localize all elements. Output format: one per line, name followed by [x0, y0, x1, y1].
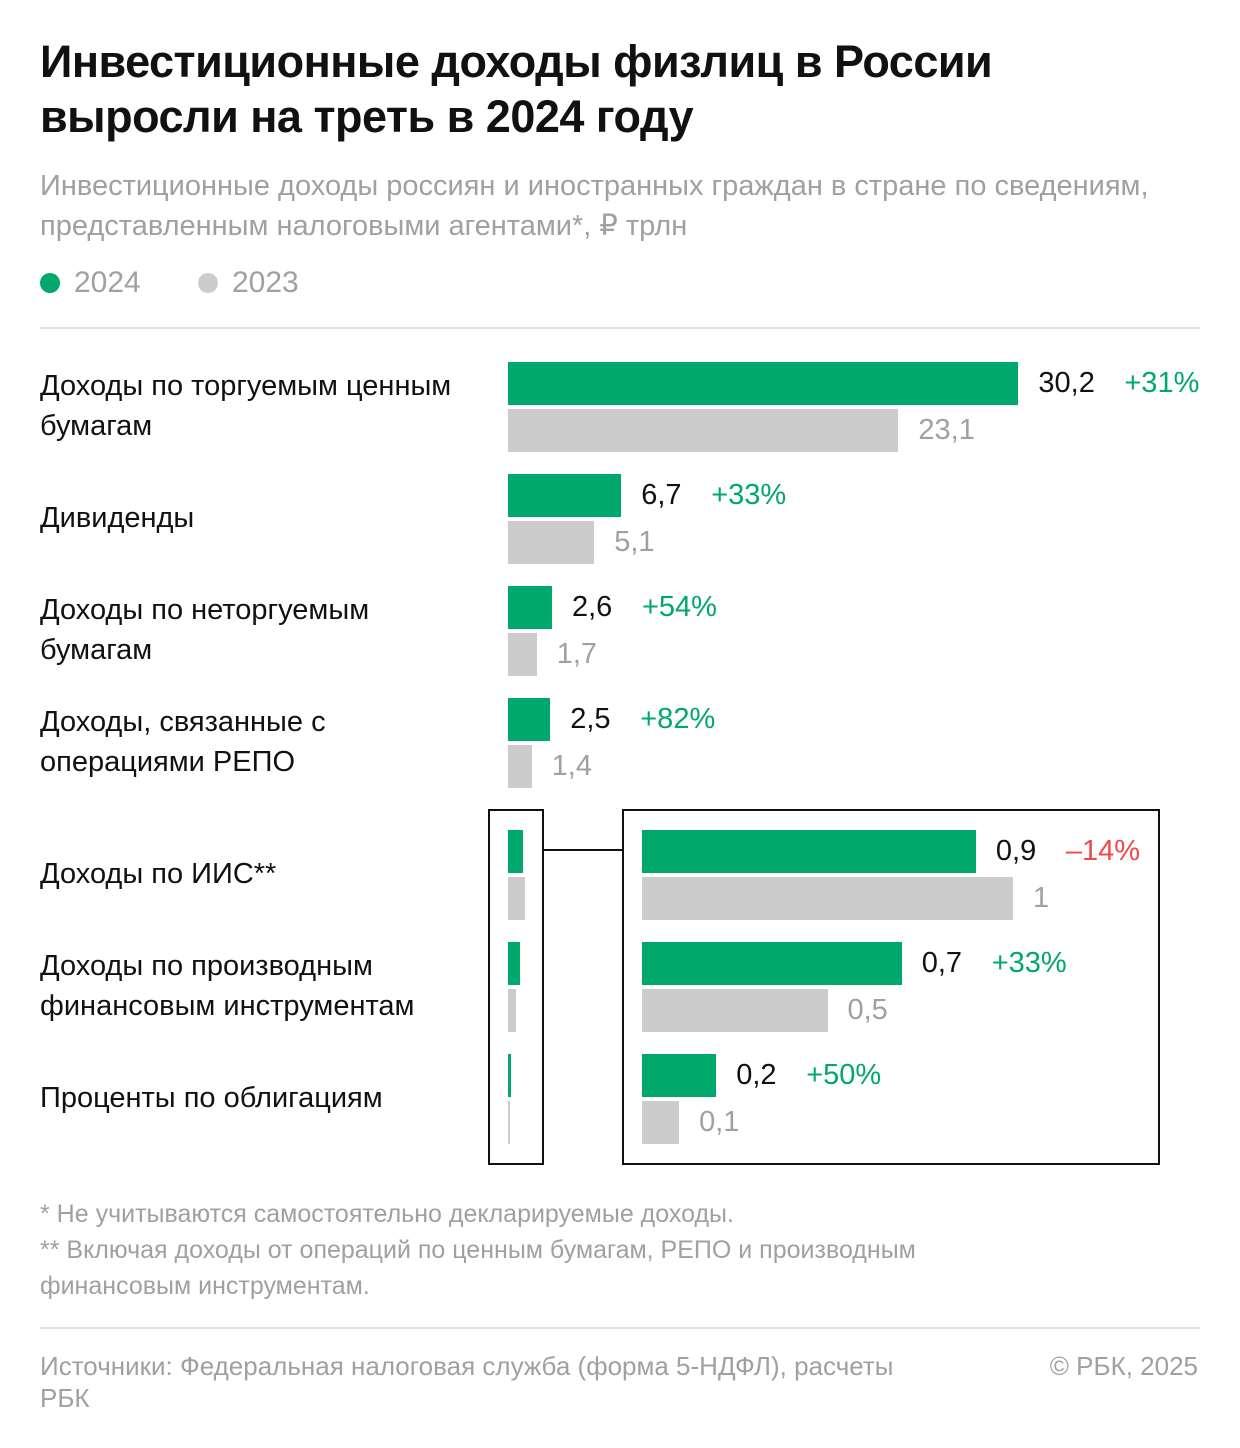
value-label-2024: 30,2 [1038, 367, 1095, 399]
value-label-2024: 0,7 [921, 947, 963, 979]
bar-2024 [508, 474, 622, 517]
category-label: Доходы, связанные с операциями РЕПО [40, 706, 326, 778]
inset-bar-2024 [642, 942, 902, 985]
category-label: Доходы по ИИС** [40, 858, 277, 890]
value-label-2024: 2,5 [570, 703, 611, 735]
change-label: +33% [711, 479, 787, 511]
change-label: –14% [1065, 835, 1141, 867]
value-label-2024: 6,7 [641, 479, 682, 511]
value-label-2023: 0,1 [699, 1106, 740, 1138]
change-label: +33% [991, 947, 1067, 979]
category-label: Доходы по производным финансовым инструм… [40, 950, 415, 1022]
change-label: +31% [1124, 367, 1200, 399]
bar-2023 [508, 1101, 510, 1144]
bar-2024 [508, 830, 524, 873]
legend-2024: 2024 [40, 266, 141, 300]
value-label-2023: 1 [1033, 882, 1050, 914]
inset-bar-2023 [642, 989, 828, 1032]
change-label: +54% [641, 591, 717, 623]
bar-2023 [508, 989, 517, 1032]
page-title: Инвестиционные доходы физлиц в России вы… [40, 36, 993, 142]
small-bars-frame [488, 809, 544, 1165]
value-label-2024: 0,9 [995, 835, 1037, 867]
inset-bar-2023 [642, 877, 1013, 920]
footer-divider [40, 1327, 1200, 1329]
legend-dot-2023 [198, 273, 218, 293]
bar-2023 [508, 745, 532, 788]
subtitle: Инвестиционные доходы россиян и иностран… [40, 170, 1149, 242]
category-label: Проценты по облигациям [40, 1082, 383, 1114]
bar-2023 [508, 521, 595, 564]
copyright: © РБК, 2025 [1049, 1351, 1198, 1381]
legend-label-2024: 2024 [74, 266, 141, 299]
bar-2023 [508, 633, 537, 676]
divider [40, 327, 1200, 329]
inset-bar-2024 [642, 1054, 717, 1097]
legend-dot-2024 [40, 273, 60, 293]
value-label-2023: 1,7 [556, 638, 598, 670]
connector-line [544, 849, 624, 851]
footnote-1: * Не учитываются самостоятельно декларир… [40, 1200, 734, 1228]
bar-2023 [508, 877, 525, 920]
inset-bar-2023 [642, 1101, 680, 1144]
inset-bar-2024 [642, 830, 976, 873]
bar-2024 [508, 586, 552, 629]
value-label-2024: 0,2 [736, 1059, 777, 1091]
legend-2023: 2023 [198, 266, 299, 300]
footnote-2: ** Включая доходы от операций по ценным … [40, 1236, 916, 1300]
category-label: Доходы по торгуемым ценным бумагам [40, 370, 452, 442]
bar-2024 [508, 698, 551, 741]
bar-2024 [508, 362, 1019, 405]
zoom-inset-frame [622, 809, 1160, 1165]
value-label-2024: 2,6 [571, 591, 613, 623]
footnotes: * Не учитываются самостоятельно декларир… [40, 1196, 1200, 1304]
value-label-2023: 23,1 [918, 414, 975, 446]
bar-2024 [508, 1054, 512, 1097]
value-label-2023: 0,5 [847, 994, 888, 1026]
value-label-2023: 1,4 [551, 750, 592, 782]
legend-label-2023: 2023 [232, 266, 299, 299]
source-text: Источники: Федеральная налоговая служба … [40, 1351, 894, 1413]
bar-2023 [508, 409, 899, 452]
category-label: Доходы по неторгуемым бумагам [40, 594, 370, 666]
change-label: +50% [806, 1059, 882, 1091]
value-label-2023: 5,1 [614, 526, 655, 558]
bar-2024 [508, 942, 520, 985]
change-label: +82% [640, 703, 716, 735]
category-label: Дивиденды [40, 502, 195, 534]
